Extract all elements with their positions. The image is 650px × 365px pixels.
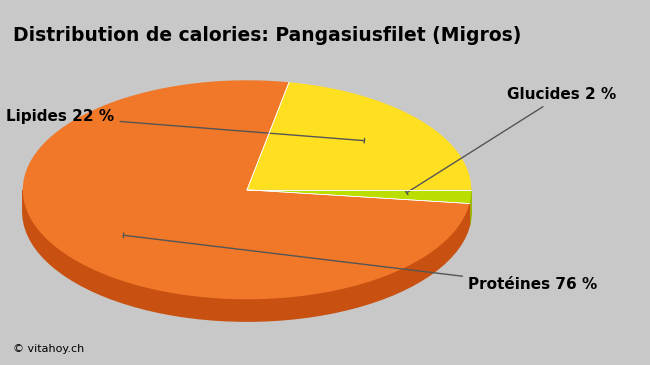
Polygon shape	[23, 190, 469, 321]
Polygon shape	[247, 82, 471, 190]
Polygon shape	[469, 190, 471, 226]
Text: Distribution de calories: Pangasiusfilet (Migros): Distribution de calories: Pangasiusfilet…	[13, 26, 521, 45]
Text: Protéines 76 %: Protéines 76 %	[124, 233, 597, 292]
Text: Lipides 22 %: Lipides 22 %	[6, 109, 365, 143]
Polygon shape	[23, 80, 469, 299]
Polygon shape	[247, 190, 471, 204]
Text: Glucides 2 %: Glucides 2 %	[406, 87, 616, 195]
Text: © vitahoy.ch: © vitahoy.ch	[13, 344, 84, 354]
